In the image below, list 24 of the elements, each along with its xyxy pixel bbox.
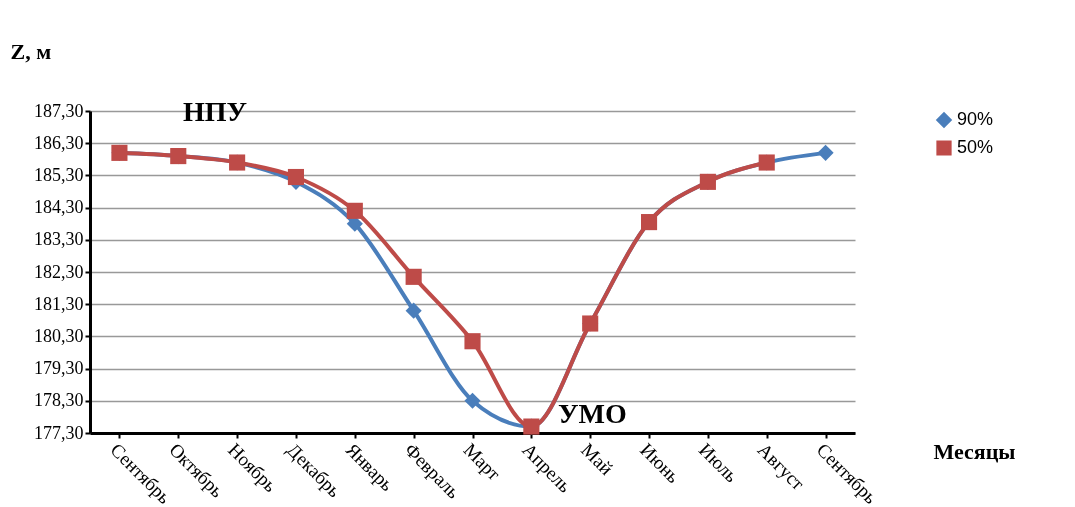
y-tick-label: 181,30 (34, 293, 84, 314)
point (287, 168, 305, 186)
x-axis-title: Месяцы (933, 438, 1016, 464)
legend-label: 50% (957, 137, 994, 157)
point (405, 302, 422, 319)
y-tick-label: 186,30 (34, 132, 84, 153)
annotation: УМО (558, 398, 627, 429)
point (405, 268, 422, 285)
y-tick-label: 178,30 (34, 390, 84, 411)
point (464, 392, 481, 409)
y-axis-title: Z, м (10, 38, 52, 64)
y-tick-label: 179,30 (34, 358, 84, 379)
point (346, 202, 363, 219)
y-tick-label: 187,30 (34, 100, 84, 121)
y-tick-label: 184,30 (34, 197, 84, 218)
y-tick-label: 177,30 (34, 422, 84, 443)
annotation: НПУ (182, 96, 248, 127)
point (817, 144, 834, 161)
point (464, 333, 481, 350)
y-tick-label: 183,30 (34, 229, 84, 250)
y-tick-label: 185,30 (34, 164, 84, 185)
y-tick-label: 182,30 (34, 261, 84, 282)
legend-label: 90% (957, 109, 994, 129)
y-tick-label: 180,30 (34, 325, 84, 346)
